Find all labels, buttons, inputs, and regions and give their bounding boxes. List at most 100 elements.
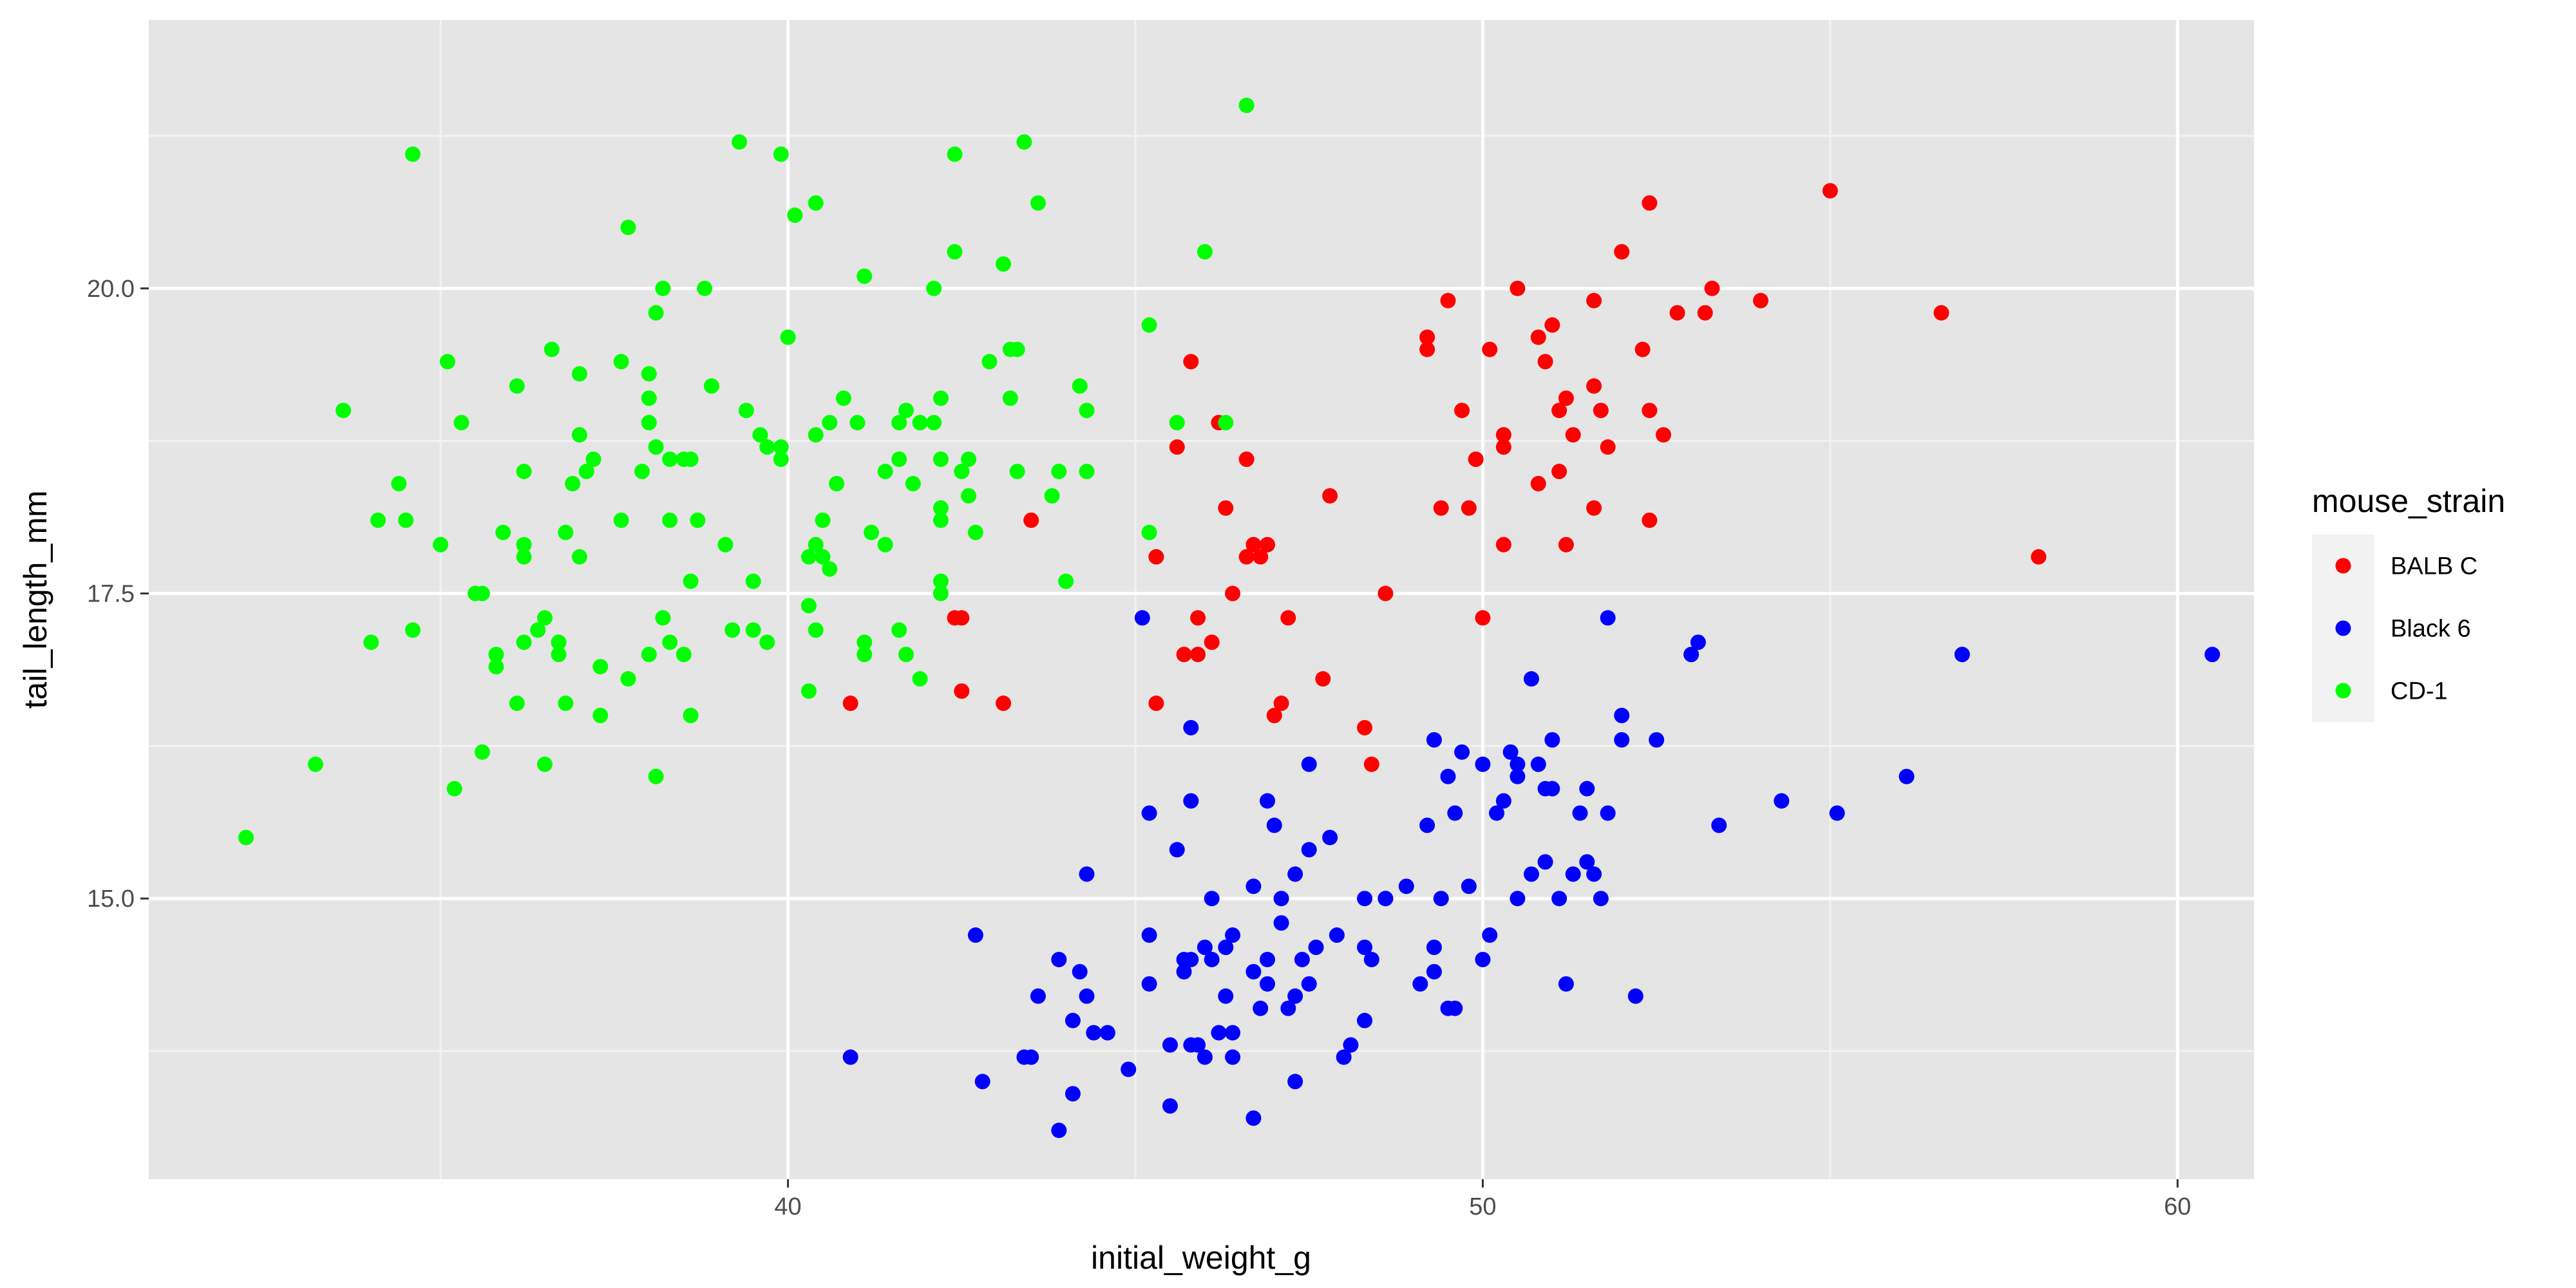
- data-point-balb-c: [1642, 402, 1658, 419]
- data-point-cd-1: [1058, 573, 1074, 589]
- data-point-black-6: [974, 1074, 990, 1090]
- data-point-cd-1: [544, 341, 560, 357]
- data-point-black-6: [1204, 951, 1220, 967]
- data-point-black-6: [1162, 1037, 1178, 1053]
- data-point-cd-1: [551, 647, 567, 663]
- data-point-cd-1: [857, 634, 873, 650]
- data-point-black-6: [1065, 1086, 1081, 1102]
- data-point-black-6: [1169, 842, 1185, 858]
- data-point-black-6: [1899, 768, 1915, 784]
- data-point-cd-1: [307, 756, 323, 772]
- data-point-black-6: [1079, 866, 1095, 882]
- data-point-cd-1: [933, 573, 949, 589]
- plot-panel: [149, 20, 2254, 1179]
- data-point-black-6: [1225, 1049, 1241, 1065]
- data-point-black-6: [1023, 1049, 1039, 1065]
- data-point-balb-c: [1273, 696, 1289, 712]
- data-point-cd-1: [912, 671, 928, 687]
- data-point-balb-c: [1419, 329, 1435, 345]
- data-point-black-6: [1301, 976, 1317, 992]
- data-point-black-6: [1357, 891, 1373, 907]
- data-point-cd-1: [1218, 415, 1234, 431]
- data-point-black-6: [1579, 854, 1595, 870]
- data-point-balb-c: [1482, 341, 1498, 357]
- data-point-cd-1: [1238, 97, 1255, 113]
- x-tick-label: 50: [1469, 1193, 1496, 1220]
- data-point-black-6: [1572, 805, 1588, 821]
- data-point-balb-c: [1495, 427, 1511, 443]
- data-point-black-6: [1197, 940, 1213, 955]
- data-point-cd-1: [336, 402, 352, 419]
- data-point-balb-c: [1510, 280, 1526, 296]
- minor-gridlines: [149, 20, 2254, 1179]
- data-point-black-6: [1551, 891, 1567, 907]
- data-point-cd-1: [683, 708, 699, 723]
- data-point-black-6: [1245, 963, 1262, 980]
- data-point-cd-1: [641, 415, 657, 431]
- data-point-balb-c: [1537, 354, 1553, 370]
- data-point-cd-1: [662, 451, 678, 468]
- data-point-black-6: [1141, 976, 1157, 992]
- y-tick-label: 17.5: [87, 581, 135, 608]
- data-point-balb-c: [1544, 317, 1560, 333]
- data-point-cd-1: [1141, 317, 1157, 333]
- data-point-black-6: [1280, 1000, 1296, 1016]
- legend-title: mouse_strain: [2312, 483, 2505, 519]
- data-point-cd-1: [474, 585, 490, 601]
- data-point-cd-1: [849, 415, 866, 431]
- data-point-black-6: [1287, 988, 1303, 1004]
- data-point-black-6: [1183, 951, 1199, 967]
- data-point-cd-1: [404, 622, 421, 638]
- data-point-cd-1: [780, 329, 796, 345]
- data-point-balb-c: [1586, 378, 1602, 394]
- data-point-cd-1: [898, 402, 914, 419]
- data-point-black-6: [1510, 756, 1526, 772]
- data-point-cd-1: [738, 402, 754, 419]
- data-point-balb-c: [1475, 610, 1491, 626]
- data-point-cd-1: [829, 476, 845, 491]
- data-point-black-6: [1440, 768, 1456, 784]
- data-point-cd-1: [773, 439, 789, 455]
- data-point-black-6: [1774, 793, 1790, 809]
- legend-label-balb-c: BALB C: [2391, 553, 2477, 580]
- legend: mouse_strain BALB C Black 6 CD-1: [2312, 483, 2505, 722]
- data-point-cd-1: [745, 622, 761, 638]
- x-tick-label: 40: [774, 1193, 801, 1220]
- data-point-black-6: [1426, 963, 1442, 980]
- data-point-balb-c: [1176, 647, 1192, 663]
- major-gridlines: [149, 20, 2254, 1179]
- data-point-black-6: [1433, 891, 1449, 907]
- data-point-balb-c: [1495, 439, 1511, 455]
- data-point-balb-c: [1933, 305, 1949, 321]
- data-point-cd-1: [571, 427, 587, 443]
- data-point-black-6: [1711, 817, 1727, 833]
- data-point-balb-c: [1551, 402, 1567, 419]
- data-point-black-6: [1363, 951, 1379, 967]
- data-point-black-6: [1412, 976, 1428, 992]
- data-point-cd-1: [1079, 402, 1095, 419]
- data-point-black-6: [1183, 793, 1199, 809]
- data-point-black-6: [1537, 854, 1553, 870]
- data-point-black-6: [1627, 988, 1643, 1004]
- data-point-balb-c: [842, 696, 858, 712]
- data-point-cd-1: [905, 476, 921, 491]
- data-point-black-6: [1121, 1061, 1137, 1077]
- data-point-balb-c: [1468, 451, 1484, 468]
- y-axis-title: tail_length_mm: [17, 490, 53, 708]
- data-point-cd-1: [759, 439, 775, 455]
- data-point-cd-1: [933, 390, 949, 406]
- data-point-black-6: [1259, 976, 1275, 992]
- data-point-black-6: [1141, 927, 1157, 943]
- data-point-cd-1: [592, 708, 609, 723]
- data-point-cd-1: [967, 524, 983, 540]
- data-point-black-6: [1614, 708, 1630, 723]
- data-point-black-6: [1447, 805, 1463, 821]
- data-point-black-6: [1523, 671, 1539, 687]
- data-point-cd-1: [655, 280, 671, 296]
- data-point-balb-c: [1363, 756, 1379, 772]
- data-point-balb-c: [1495, 536, 1511, 553]
- data-point-cd-1: [398, 512, 414, 528]
- data-point-cd-1: [1051, 464, 1067, 480]
- data-point-cd-1: [1197, 244, 1213, 260]
